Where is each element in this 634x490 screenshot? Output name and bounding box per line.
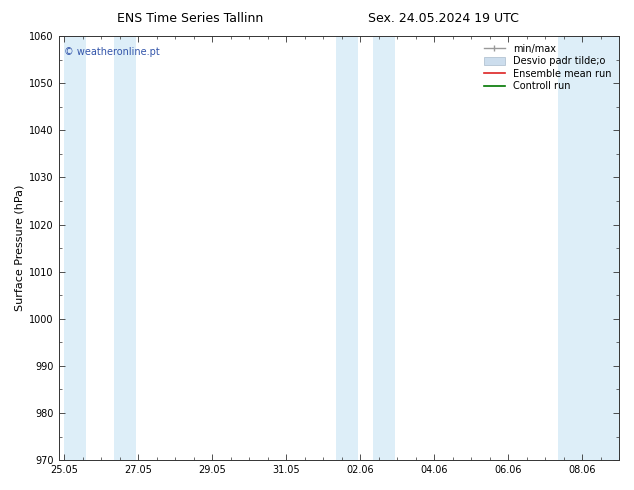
Text: Sex. 24.05.2024 19 UTC: Sex. 24.05.2024 19 UTC [368, 12, 519, 25]
Bar [64, 36, 86, 460]
Bar [558, 36, 619, 460]
Bar [373, 36, 395, 460]
Y-axis label: Surface Pressure (hPa): Surface Pressure (hPa) [15, 185, 25, 311]
Text: ENS Time Series Tallinn: ENS Time Series Tallinn [117, 12, 263, 25]
Bar [114, 36, 136, 460]
Bar [336, 36, 358, 460]
Legend: min/max, Desvio padr tilde;o, Ensemble mean run, Controll run: min/max, Desvio padr tilde;o, Ensemble m… [481, 41, 614, 94]
Text: © weatheronline.pt: © weatheronline.pt [64, 47, 160, 57]
